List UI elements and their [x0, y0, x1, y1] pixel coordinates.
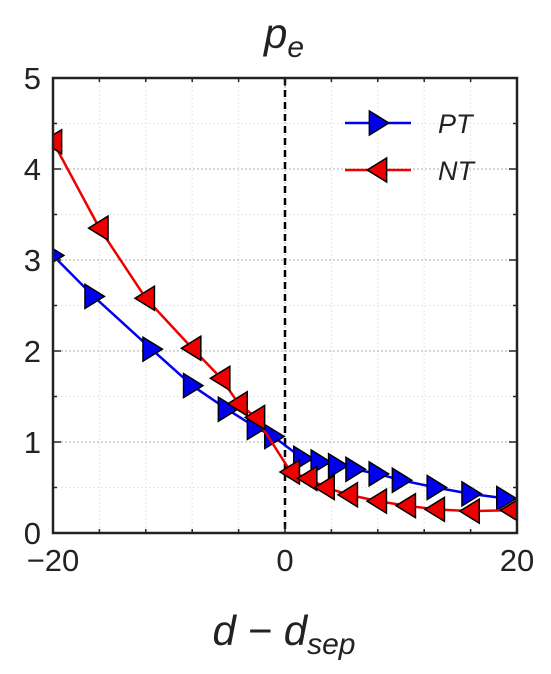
x-tick-label: 0 [276, 543, 293, 578]
legend-label-nt: NT [438, 156, 476, 186]
legend: PT NT [345, 109, 476, 186]
data-point-nt [365, 487, 388, 515]
data-point-nt [243, 404, 266, 431]
data-point-nt [179, 334, 202, 362]
data-point-pt [461, 480, 483, 508]
data-point-nt [336, 481, 359, 509]
data-point-pt [182, 372, 205, 399]
y-tick-label: 4 [24, 152, 41, 187]
data-point-pt [264, 423, 286, 450]
series-layer [53, 128, 517, 525]
data-point-nt [394, 492, 417, 520]
data-point-nt [208, 364, 231, 392]
chart-title-main: p [262, 10, 287, 57]
data-point-nt [313, 474, 335, 501]
x-axis-label: d − dsep [213, 607, 356, 661]
y-tick-label: 5 [24, 61, 41, 96]
y-tick-label: 0 [24, 516, 41, 551]
legend-label-pt: PT [438, 109, 475, 139]
data-point-nt [295, 465, 318, 492]
data-point-nt [278, 458, 301, 486]
data-point-nt [53, 128, 63, 156]
chart-title-subscript: e [287, 31, 304, 64]
x-tick-label: −20 [27, 543, 80, 578]
x-axis-label-main: d − d [213, 607, 309, 654]
data-point-nt [226, 390, 248, 418]
data-point-pt [391, 466, 414, 494]
x-axis-label-subscript: sep [307, 628, 355, 661]
legend-marker-nt [365, 156, 388, 184]
data-point-nt [423, 495, 446, 523]
data-point-nt [87, 214, 109, 242]
data-point-pt [327, 452, 350, 480]
chart-title: pe [262, 10, 304, 64]
y-tick-label: 3 [24, 243, 41, 278]
data-point-nt [133, 284, 156, 312]
data-point-pt [142, 335, 164, 363]
legend-marker-pt [368, 109, 391, 137]
y-tick-label: 1 [24, 425, 41, 460]
tick-layer [52, 77, 518, 534]
data-point-nt [498, 499, 517, 522]
data-point-pt [368, 460, 391, 488]
data-point-nt [458, 497, 480, 525]
data-point-pt [84, 283, 106, 310]
x-tick-label: 20 [500, 543, 534, 578]
data-point-pt [426, 474, 449, 501]
data-point-pt [496, 485, 517, 512]
y-tick-label: 2 [24, 334, 41, 369]
data-point-pt [345, 455, 367, 483]
